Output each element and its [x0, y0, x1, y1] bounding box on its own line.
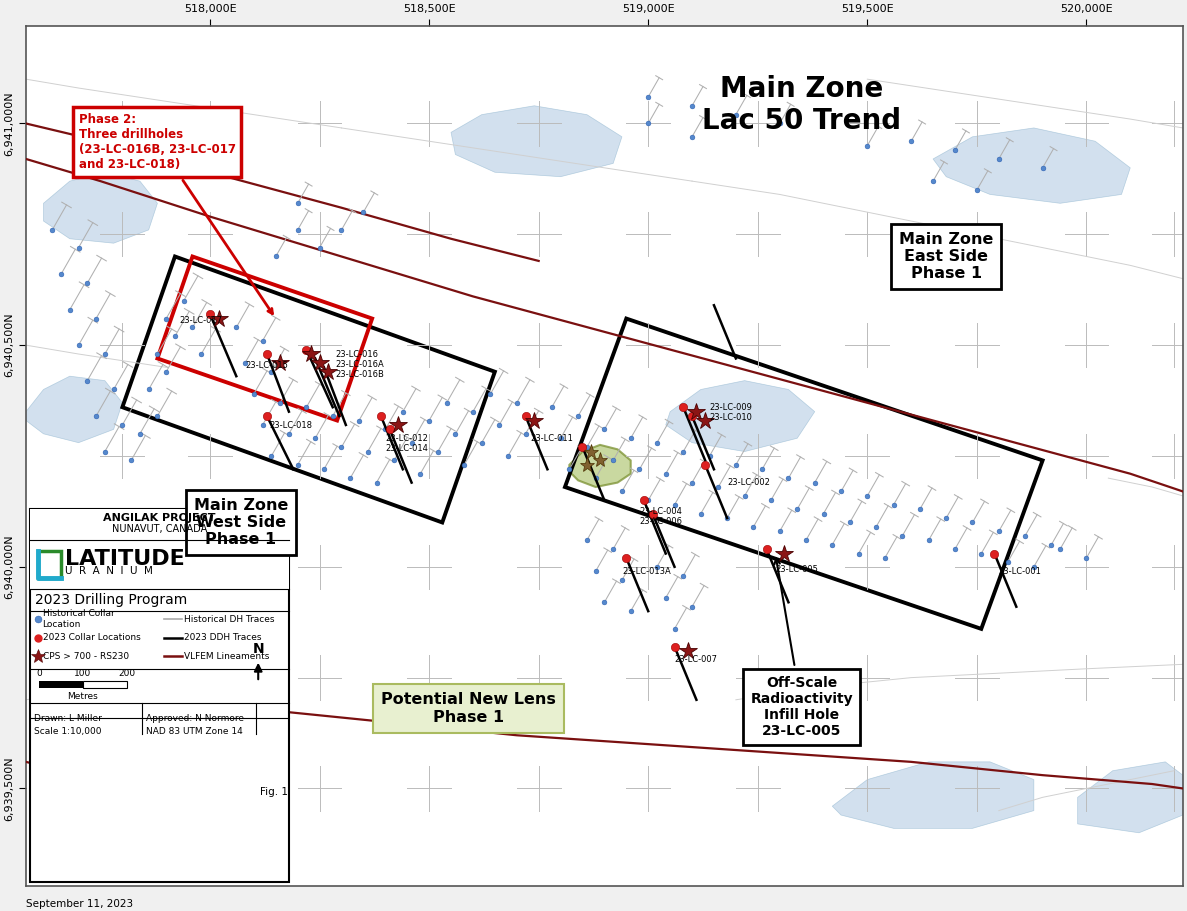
- Text: CPS > 700 - RS230: CPS > 700 - RS230: [43, 652, 128, 660]
- Bar: [31, 540, 288, 589]
- Polygon shape: [44, 172, 158, 243]
- Bar: [38, 551, 61, 578]
- Text: Metres: Metres: [68, 692, 99, 701]
- Text: 23-LC-005: 23-LC-005: [775, 565, 818, 574]
- Text: ANGILAK PROJECT: ANGILAK PROJECT: [103, 513, 216, 523]
- Text: 23-LC-007: 23-LC-007: [674, 656, 717, 664]
- Text: 23-LC-018: 23-LC-018: [269, 421, 312, 429]
- Text: 23-LC-001: 23-LC-001: [998, 567, 1042, 576]
- Text: 2023 Collar Locations: 2023 Collar Locations: [43, 633, 140, 642]
- Text: LATITUDE: LATITUDE: [65, 548, 185, 568]
- Polygon shape: [666, 381, 814, 452]
- Text: Approved: N Normore: Approved: N Normore: [146, 714, 243, 723]
- Text: 100: 100: [75, 669, 91, 678]
- Text: Main Zone
West Side
Phase 1: Main Zone West Side Phase 1: [193, 497, 288, 548]
- Text: N: N: [253, 642, 264, 656]
- Text: 23-LC-012
23-LC-014: 23-LC-012 23-LC-014: [386, 434, 429, 453]
- Text: NUNAVUT, CANADA: NUNAVUT, CANADA: [112, 524, 208, 534]
- Text: 23-LC-009
23-LC-010: 23-LC-009 23-LC-010: [710, 403, 753, 422]
- Polygon shape: [570, 445, 630, 487]
- Text: Historical Collar
Location: Historical Collar Location: [43, 609, 114, 629]
- Text: 23-LC-004
23-LC-006: 23-LC-004 23-LC-006: [640, 507, 683, 527]
- Polygon shape: [832, 762, 1034, 828]
- Text: Phase 2:
Three drillholes
(23-LC-016B, 23-LC-017
and 23-LC-018): Phase 2: Three drillholes (23-LC-016B, 2…: [78, 113, 273, 313]
- Text: U  R  A  N  I  U  M: U R A N I U M: [65, 567, 153, 577]
- Text: Historical DH Traces: Historical DH Traces: [184, 615, 274, 624]
- Text: 2023 Drilling Program: 2023 Drilling Program: [34, 592, 188, 607]
- Text: Fig. 1: Fig. 1: [260, 787, 287, 797]
- Text: 23-LC-016
23-LC-016A
23-LC-016B: 23-LC-016 23-LC-016A 23-LC-016B: [335, 350, 383, 379]
- Text: Off-Scale
Radioactivity
Infill Hole
23-LC-005: Off-Scale Radioactivity Infill Hole 23-L…: [750, 558, 853, 738]
- Text: NAD 83 UTM Zone 14: NAD 83 UTM Zone 14: [146, 727, 242, 736]
- Polygon shape: [1078, 762, 1182, 833]
- Polygon shape: [34, 731, 158, 797]
- Text: 2023 DDH Traces: 2023 DDH Traces: [184, 633, 261, 642]
- Text: September 11, 2023: September 11, 2023: [26, 899, 133, 909]
- Text: 200: 200: [119, 669, 135, 678]
- Polygon shape: [451, 106, 622, 177]
- Text: 23-LC-017: 23-LC-017: [179, 316, 222, 325]
- Bar: [31, 509, 288, 882]
- Text: 0: 0: [37, 669, 42, 678]
- Bar: [83, 681, 127, 688]
- Text: Scale 1:10,000: Scale 1:10,000: [34, 727, 101, 736]
- Polygon shape: [26, 376, 122, 443]
- Text: Main Zone
Lac 50 Trend: Main Zone Lac 50 Trend: [702, 75, 901, 135]
- Text: VLFEM Lineaments: VLFEM Lineaments: [184, 652, 269, 660]
- Bar: [39, 681, 83, 688]
- Text: Drawn: L Miller: Drawn: L Miller: [34, 714, 102, 723]
- Text: 23-LC-002: 23-LC-002: [728, 478, 770, 487]
- Text: Potential New Lens
Phase 1: Potential New Lens Phase 1: [381, 692, 556, 725]
- Text: 23-LC-015: 23-LC-015: [245, 361, 288, 370]
- Text: 23-LC-013A: 23-LC-013A: [622, 567, 671, 576]
- Polygon shape: [933, 128, 1130, 203]
- Text: Main Zone
East Side
Phase 1: Main Zone East Side Phase 1: [899, 231, 994, 281]
- Bar: [31, 509, 288, 540]
- Text: 23-LC-011: 23-LC-011: [529, 434, 573, 443]
